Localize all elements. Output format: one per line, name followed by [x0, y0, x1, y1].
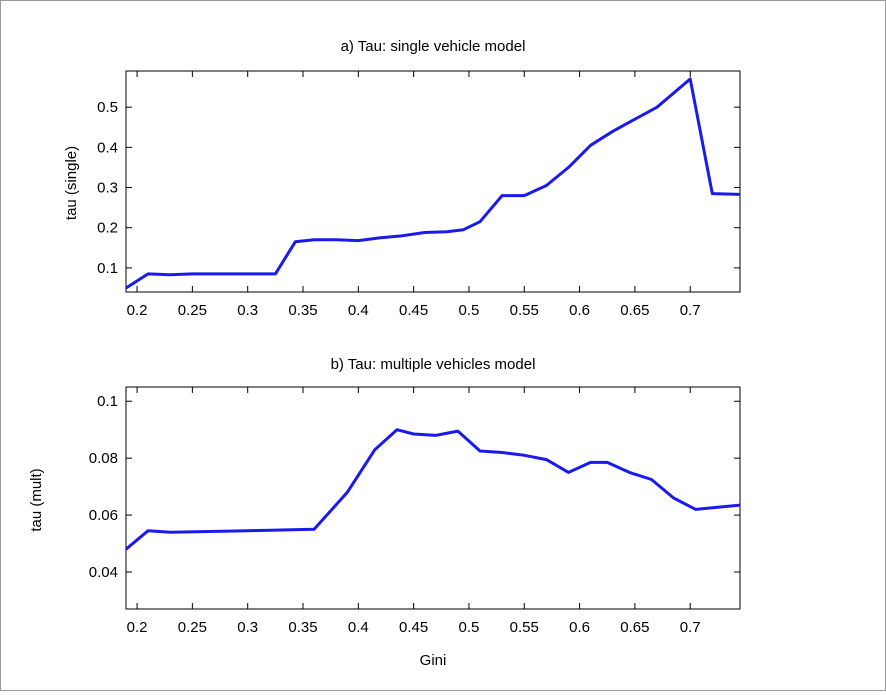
x-tick-label: 0.35	[288, 302, 317, 319]
x-tick-label: 0.65	[620, 302, 649, 319]
x-tick-label: 0.25	[178, 619, 207, 636]
series-line	[125, 77, 741, 290]
x-tick-label: 0.5	[459, 619, 480, 636]
x-tick-label: 0.4	[348, 619, 369, 636]
subplot-a-series	[125, 77, 741, 290]
x-tick-label: 0.3	[237, 302, 258, 319]
x-tick-label: 0.55	[510, 302, 539, 319]
y-tick-label: 0.4	[97, 139, 118, 156]
x-tick-label: 0.25	[178, 302, 207, 319]
y-tick-label: 0.3	[97, 180, 118, 197]
subplot-b-axes	[125, 386, 741, 610]
y-tick-label: 0.2	[97, 220, 118, 237]
subplot-b-series	[125, 428, 741, 551]
x-tick-label: 0.6	[569, 302, 590, 319]
x-tick-label: 0.3	[237, 619, 258, 636]
x-tick-label: 0.45	[399, 302, 428, 319]
subplot-a-ylabel: tau (single)	[63, 146, 80, 220]
y-tick-label: 0.06	[89, 507, 118, 524]
y-tick-label: 0.08	[89, 450, 118, 467]
subplot-a-ticks	[126, 71, 740, 292]
x-tick-label: 0.7	[680, 302, 701, 319]
x-tick-label: 0.45	[399, 619, 428, 636]
subplot-b-title: b) Tau: multiple vehicles model	[331, 356, 536, 373]
y-tick-label: 0.1	[97, 260, 118, 277]
subplot-a: a) Tau: single vehicle model tau (single…	[63, 38, 741, 319]
x-tick-label: 0.5	[459, 302, 480, 319]
x-tick-label: 0.65	[620, 619, 649, 636]
subplot-b-ylabel: tau (mult)	[28, 468, 45, 531]
subplot-b-xlabel: Gini	[420, 652, 447, 669]
x-tick-label: 0.2	[127, 302, 148, 319]
x-tick-label: 0.55	[510, 619, 539, 636]
x-tick-label: 0.6	[569, 619, 590, 636]
x-tick-label: 0.2	[127, 619, 148, 636]
series-line	[125, 428, 741, 551]
subplot-a-ticklabels: 0.2 0.25 0.3 0.35 0.4 0.45 0.5 0.55 0.6 0.65 0.7 0.…	[97, 99, 701, 319]
y-tick-label: 0.1	[97, 393, 118, 410]
x-tick-label: 0.4	[348, 302, 369, 319]
y-tick-label: 0.04	[89, 564, 118, 581]
x-tick-label: 0.7	[680, 619, 701, 636]
subplot-b: b) Tau: multiple vehicles model tau (mul…	[28, 356, 741, 669]
y-tick-label: 0.5	[97, 99, 118, 116]
subplot-b-ticks	[126, 387, 740, 609]
subplot-b-ticklabels: 0.2 0.25 0.3 0.35 0.4 0.45 0.5 0.55 0.6 0.65 0.7 0.…	[89, 393, 701, 636]
subplot-a-axes	[125, 70, 741, 293]
subplot-a-title: a) Tau: single vehicle model	[341, 38, 526, 55]
x-tick-label: 0.35	[288, 619, 317, 636]
